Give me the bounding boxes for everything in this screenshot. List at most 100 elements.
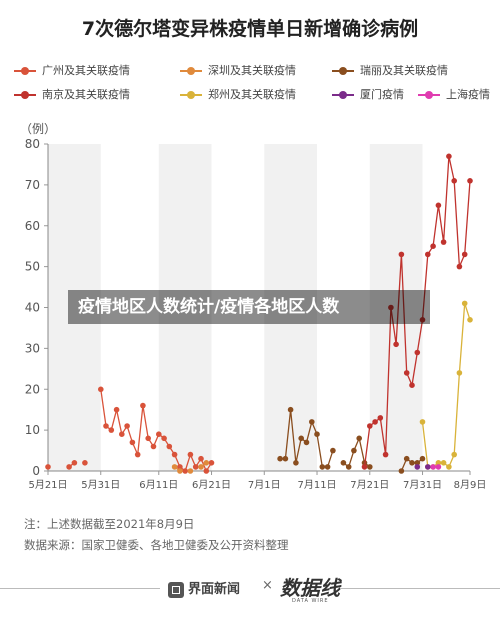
x-tick-label: 6月21日: [192, 479, 231, 491]
data-point: [419, 419, 426, 425]
data-point: [403, 455, 410, 462]
data-point: [314, 431, 320, 438]
background-band: [48, 144, 101, 471]
data-point: [177, 468, 183, 474]
legend-swatch: [332, 90, 354, 100]
note-source: 数据来源：国家卫健委、各地卫健委及公开资料整理: [24, 538, 289, 552]
x-tick-label: 5月31日: [81, 479, 120, 491]
data-point: [456, 370, 463, 376]
y-tick-label: 60: [25, 219, 40, 233]
legend-label: 上海疫情: [446, 88, 490, 101]
data-point: [351, 447, 357, 454]
data-point: [177, 464, 183, 470]
data-point: [45, 464, 51, 470]
data-point: [182, 468, 188, 474]
data-point: [156, 431, 162, 438]
data-point: [340, 460, 347, 466]
data-point: [108, 427, 115, 433]
legend-label: 广州及其关联疫情: [42, 64, 130, 77]
legend-swatch: [14, 90, 36, 100]
data-point: [140, 402, 146, 409]
data-point: [187, 468, 194, 474]
data-point: [71, 460, 78, 466]
data-point: [282, 455, 289, 462]
data-point: [414, 460, 421, 466]
data-point: [134, 451, 141, 458]
footer-divider-right: [340, 588, 500, 589]
data-point: [435, 464, 442, 470]
data-point: [98, 386, 104, 393]
data-point: [419, 455, 426, 462]
data-point: [451, 178, 458, 184]
data-point: [398, 468, 405, 474]
data-point: [309, 419, 315, 425]
line-chart: 0 10 20 30 40 50 60 70 80 5月21日 5月31日 6月11日 6月21日 7月1…: [25, 137, 487, 491]
data-point: [435, 460, 442, 466]
data-point: [467, 178, 473, 184]
data-point: [293, 460, 299, 466]
data-point: [150, 443, 157, 450]
data-point: [187, 451, 194, 458]
data-point: [298, 435, 305, 442]
legend-item: 深圳及其关联疫情: [180, 62, 296, 78]
data-point: [398, 251, 405, 258]
data-point: [409, 382, 415, 388]
data-point: [430, 464, 436, 470]
data-point: [124, 423, 130, 429]
data-point: [467, 317, 473, 323]
x-tick-label: 7月21日: [350, 479, 389, 491]
data-point: [345, 464, 352, 470]
legend-swatch: [14, 66, 36, 76]
x-tick-label: 7月1日: [248, 479, 281, 491]
data-point: [82, 460, 88, 466]
data-point: [330, 447, 336, 454]
note-cutoff: 注：上述数据截至2021年8月9日: [24, 517, 195, 531]
data-point: [119, 431, 125, 438]
y-tick-label: 0: [32, 464, 40, 478]
legend-item: 郑州及其关联疫情: [180, 86, 296, 102]
legend-item: 广州及其关联疫情: [14, 62, 130, 78]
series-line: [100, 389, 213, 473]
legend-item: 南京及其关联疫情: [14, 86, 130, 102]
legend-label: 瑞丽及其关联疫情: [360, 64, 448, 77]
x-tick-label: 6月11日: [139, 479, 178, 491]
data-point: [208, 460, 215, 466]
data-point: [356, 435, 363, 442]
data-point: [456, 263, 463, 270]
legend-item: 瑞丽及其关联疫情: [332, 62, 448, 78]
y-tick-label: 20: [25, 382, 40, 396]
data-point: [303, 439, 310, 446]
legend-swatch: [332, 66, 354, 76]
data-point: [377, 415, 384, 421]
data-point: [166, 443, 173, 450]
y-tick-label: 50: [25, 260, 40, 274]
data-point: [361, 464, 368, 470]
overlay-banner: 疫情地区人数统计/疫情各地区人数: [68, 290, 430, 324]
y-tick-label: 80: [25, 137, 40, 151]
data-point: [461, 300, 468, 307]
data-point: [393, 341, 399, 348]
data-point: [425, 251, 431, 258]
data-point: [198, 464, 204, 470]
x-tick-label: 7月31日: [403, 479, 442, 491]
data-point: [414, 464, 421, 470]
data-point: [446, 153, 452, 160]
y-axis-unit: （例）: [20, 122, 57, 136]
legend-swatch: [180, 66, 202, 76]
data-point: [419, 317, 426, 323]
data-point: [461, 251, 468, 258]
data-point: [145, 435, 151, 442]
data-point: [319, 464, 326, 470]
data-point: [435, 202, 442, 209]
brand-jiemian: 界面新闻: [168, 578, 240, 598]
data-point: [198, 455, 204, 462]
data-point: [324, 464, 331, 470]
data-point: [414, 349, 421, 356]
y-tick-label: 70: [25, 178, 40, 192]
data-point: [171, 464, 178, 470]
legend-label: 厦门疫情: [360, 88, 404, 101]
data-point: [430, 243, 436, 249]
data-point: [382, 451, 389, 458]
data-point: [66, 464, 72, 470]
data-point: [446, 464, 452, 470]
